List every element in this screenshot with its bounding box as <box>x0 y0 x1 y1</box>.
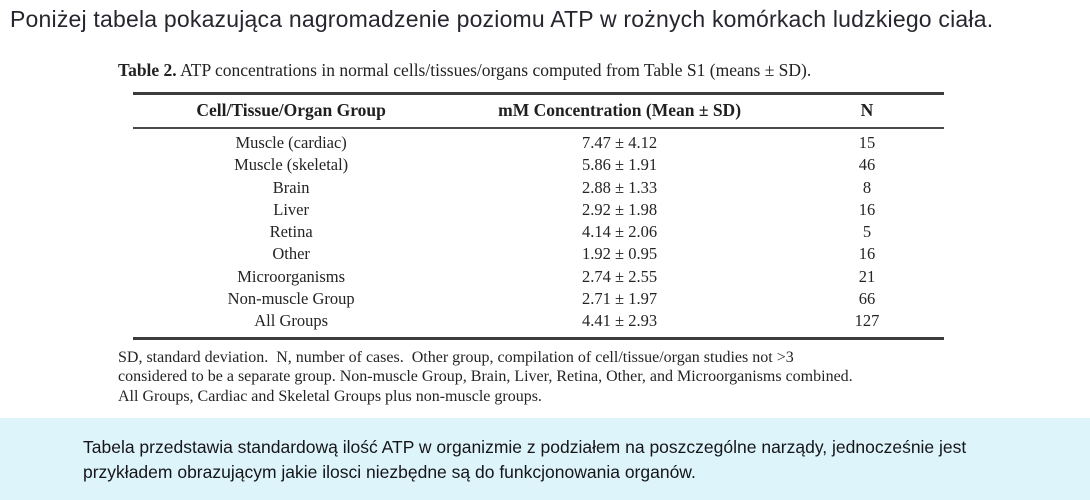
cell-group: Brain <box>272 177 310 197</box>
cell-group: Retina <box>269 222 313 242</box>
table-row: All Groups 4.41 ± 2.93 127 <box>133 310 944 338</box>
column-header-concentration: mM Concentration (Mean ± SD) <box>449 93 790 129</box>
answer-text: Tabela przedstawia standardową ilość ATP… <box>0 418 1090 485</box>
cell-concentration: 2.92 ± 1.98 <box>582 199 658 219</box>
table-row: Muscle (skeletal) 5.86 ± 1.91 46 <box>133 154 944 176</box>
atp-concentration-table: Cell/Tissue/Organ Group mM Concentration… <box>133 92 944 340</box>
cell-group: Other <box>272 244 310 264</box>
cell-n: 127 <box>854 311 880 331</box>
table-caption: Table 2. ATP concentrations in normal ce… <box>118 60 998 81</box>
page-heading: Poniżej tabela pokazująca nagromadzenie … <box>10 6 994 32</box>
cell-group: Microorganisms <box>237 266 346 286</box>
cell-concentration: 2.74 ± 2.55 <box>582 266 658 286</box>
cell-group: Liver <box>273 199 309 219</box>
table-footnote: SD, standard deviation. N, number of cas… <box>118 348 998 407</box>
table-row: Retina 4.14 ± 2.06 5 <box>133 221 944 243</box>
table-row: Non-muscle Group 2.71 ± 1.97 66 <box>133 288 944 310</box>
cell-group: Muscle (skeletal) <box>234 155 349 175</box>
table-row: Microorganisms 2.74 ± 2.55 21 <box>133 266 944 288</box>
cell-concentration: 1.92 ± 0.95 <box>582 244 658 264</box>
table-row: Other 1.92 ± 0.95 16 <box>133 243 944 265</box>
table-row: Brain 2.88 ± 1.33 8 <box>133 177 944 199</box>
cell-n: 8 <box>862 177 872 197</box>
answer-line: Tabela przedstawia standardową ilość ATP… <box>83 437 967 457</box>
table-caption-label: Table 2. <box>118 60 177 80</box>
cell-concentration: 7.47 ± 4.12 <box>582 133 658 152</box>
cell-n: 66 <box>858 289 876 309</box>
table-header-row: Cell/Tissue/Organ Group mM Concentration… <box>133 93 944 129</box>
cell-n: 5 <box>862 222 872 242</box>
table-row: Muscle (cardiac) 7.47 ± 4.12 15 <box>133 128 944 154</box>
footnote-line: considered to be a separate group. Non-m… <box>118 368 853 386</box>
cell-n: 16 <box>858 199 876 219</box>
cell-n: 16 <box>858 244 876 264</box>
column-header-n: N <box>789 93 944 129</box>
footnote-line: SD, standard deviation. N, number of cas… <box>118 348 794 366</box>
cell-concentration: 2.88 ± 1.33 <box>582 177 658 197</box>
cell-n: 46 <box>858 155 876 175</box>
table-row: Liver 2.92 ± 1.98 16 <box>133 199 944 221</box>
answer-highlight-box: Tabela przedstawia standardową ilość ATP… <box>0 418 1090 500</box>
answer-line: przykładem obrazującym jakie ilosci niez… <box>83 462 696 482</box>
column-header-group: Cell/Tissue/Organ Group <box>133 93 450 129</box>
cell-group: All Groups <box>254 311 329 331</box>
cell-concentration: 4.41 ± 2.93 <box>582 311 658 331</box>
cell-concentration: 5.86 ± 1.91 <box>582 155 658 175</box>
cell-n: 15 <box>858 133 876 152</box>
paper-table-figure: Table 2. ATP concentrations in normal ce… <box>118 60 998 406</box>
cell-concentration: 2.71 ± 1.97 <box>582 289 658 309</box>
cell-group: Muscle (cardiac) <box>235 133 347 152</box>
cell-group: Non-muscle Group <box>227 289 355 309</box>
cell-concentration: 4.14 ± 2.06 <box>582 222 658 242</box>
cell-n: 21 <box>858 266 876 286</box>
table-caption-text: ATP concentrations in normal cells/tissu… <box>176 60 812 80</box>
footnote-line: All Groups, Cardiac and Skeletal Groups … <box>118 387 542 405</box>
